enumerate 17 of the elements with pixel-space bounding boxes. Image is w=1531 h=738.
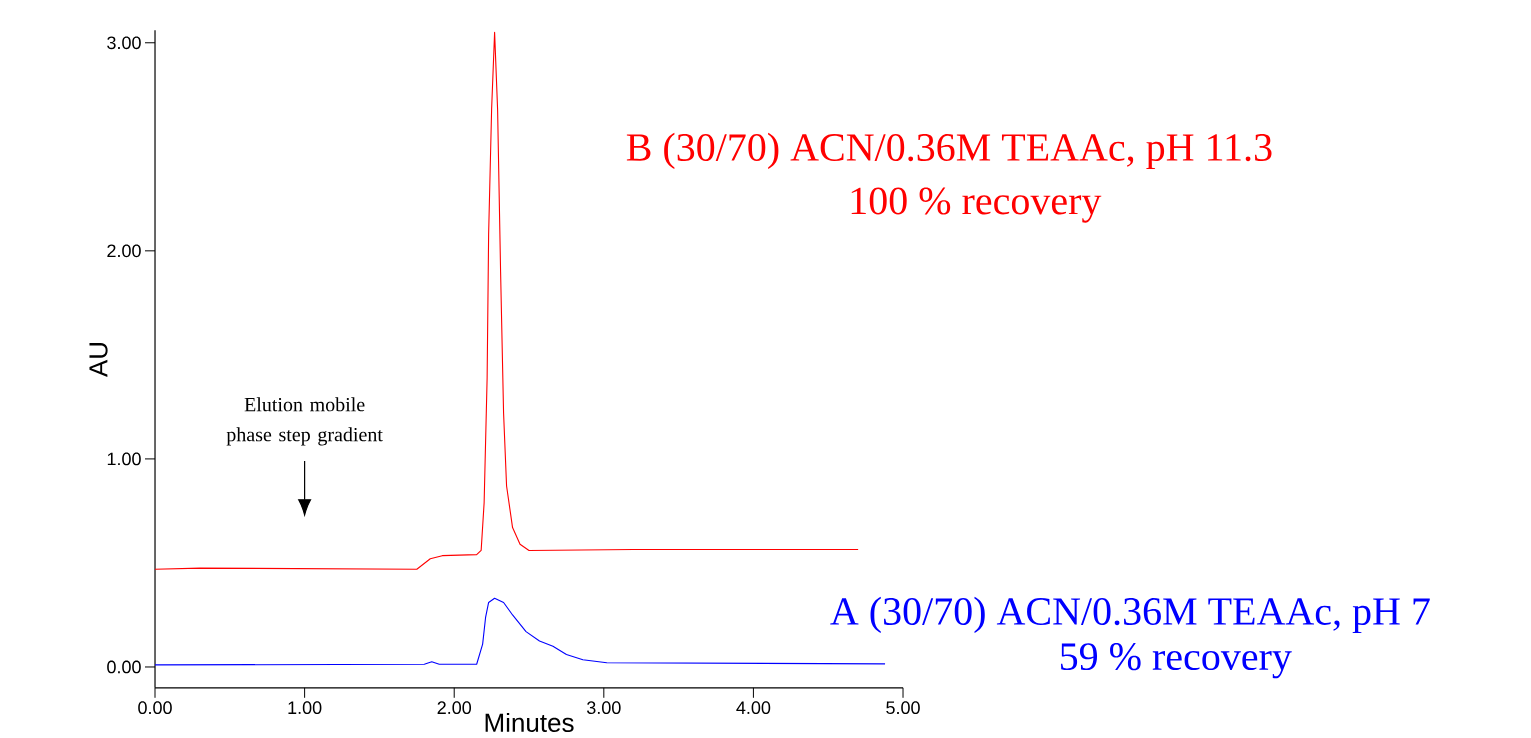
x-tick-label: 3.00 xyxy=(586,701,621,715)
y-tick-label: 0.00 xyxy=(107,660,141,674)
annotation: 100 % recovery xyxy=(851,187,1102,223)
annotation: Elution mobile phase step gradient xyxy=(226,397,383,446)
text: 59 % recovery xyxy=(1061,643,1292,679)
y-tick-label: 1.00 xyxy=(107,452,141,466)
x-tick-label: 1.00 xyxy=(288,701,322,715)
series-label: A (30/70) ACN/0.36M TEAAc, pH 7 xyxy=(830,596,1430,634)
x-tick-label: 4.00 xyxy=(736,701,771,715)
x-tick-label: 0.00 xyxy=(138,701,172,715)
y-axis-title: AU xyxy=(89,342,108,378)
y-tick-label: 3.00 xyxy=(107,36,141,50)
x-tick-label: 2.00 xyxy=(437,701,472,715)
x-axis-title: Minutes xyxy=(485,712,574,732)
y-tick-label: 2.00 xyxy=(107,244,141,258)
x-tick-label: 5.00 xyxy=(886,701,920,715)
text: B (30/70) ACN/0.36M TEAAc, pH 11.3 xyxy=(626,132,1272,170)
